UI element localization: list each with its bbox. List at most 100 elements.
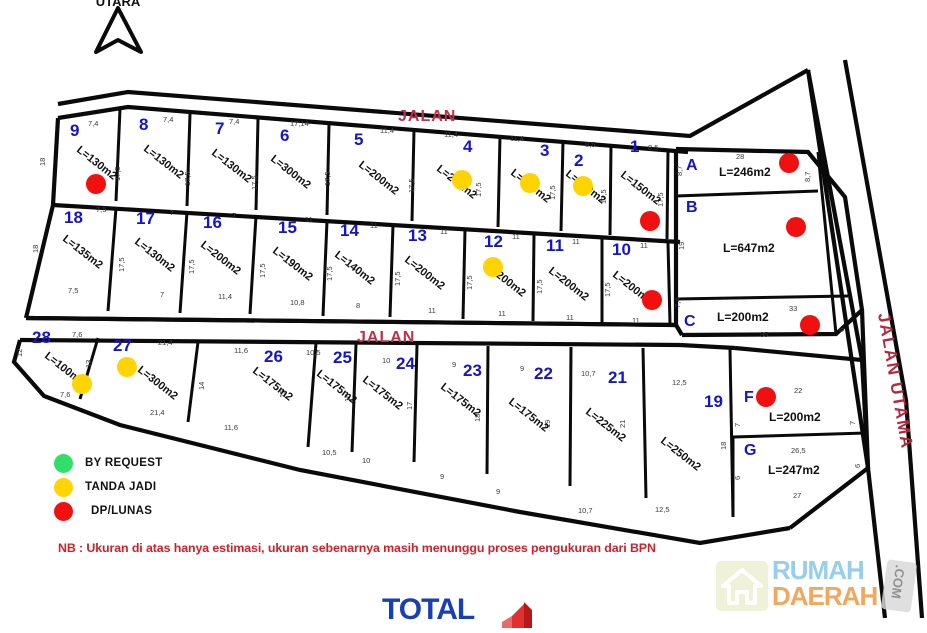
lot-7[interactable]: 7 7,4 17,5 L=130m2 (209, 117, 259, 190)
lot-12[interactable]: 12 11 17,5 11 L=200m2 (465, 232, 528, 318)
svg-text:L=135m2: L=135m2 (60, 233, 105, 272)
lot-9[interactable]: 9 7,4 18 17,5 L=130m2 (38, 119, 122, 194)
svg-text:8,5: 8,5 (585, 140, 595, 149)
lot-26[interactable]: 26 11,6 11,6 15 L=175m2 (224, 346, 295, 432)
svg-text:19: 19 (704, 392, 723, 411)
svg-text:18: 18 (64, 208, 83, 227)
svg-text:L=250m2: L=250m2 (658, 435, 703, 474)
svg-text:7,6: 7,6 (60, 390, 70, 399)
svg-text:15: 15 (278, 390, 287, 398)
svg-text:16: 16 (203, 213, 222, 232)
svg-text:L=647m2: L=647m2 (723, 241, 775, 255)
svg-text:11: 11 (546, 236, 564, 255)
lot-4[interactable]: 4 11,4 17,5 L=200m2 (434, 130, 483, 202)
status-dot-dp-lunas (86, 174, 106, 194)
watermark-text: RUMAH DAERAH (772, 557, 878, 609)
lot-3[interactable]: 3 11,4 17,5 L=200m2 (508, 134, 557, 206)
status-dot-tanda-jadi (117, 357, 137, 377)
lot-11[interactable]: 11 11 17,5 11 L=200m2 (535, 236, 591, 322)
lot-23[interactable]: 23 9 9 18 L=175m2 (438, 360, 483, 481)
svg-text:1: 1 (630, 137, 639, 156)
status-dot-dp-lunas (640, 211, 660, 231)
svg-text:4: 4 (463, 137, 473, 156)
svg-text:21: 21 (618, 420, 627, 428)
svg-text:17: 17 (136, 209, 155, 228)
lot-21[interactable]: 21 10,7 10,7 21 L=225m2 (578, 368, 628, 515)
svg-text:7: 7 (160, 290, 164, 299)
svg-text:10,7: 10,7 (581, 369, 596, 378)
lot-19[interactable]: 19 12,5 12,5 18 L=250m2 (655, 378, 728, 514)
svg-text:11: 11 (566, 313, 574, 322)
svg-text:L=300m2: L=300m2 (135, 364, 180, 403)
svg-text:13: 13 (408, 226, 427, 245)
status-dot-dp-lunas (800, 315, 820, 335)
svg-text:2: 2 (574, 151, 583, 170)
svg-text:11: 11 (498, 309, 506, 318)
lot-1[interactable]: 1 8,5 17,5 L=150m2 (618, 137, 665, 231)
lot-17[interactable]: 17 7 17,5 7 L=130m2 (117, 208, 177, 299)
svg-text:7: 7 (848, 421, 857, 425)
svg-text:17,5: 17,5 (407, 178, 416, 193)
svg-text:L=175m2: L=175m2 (360, 374, 405, 413)
brand-name: TOTAL (382, 593, 475, 626)
lot-B[interactable]: B 19 L=647m2 (677, 199, 806, 255)
site-plan-drawing: .blk{fill:none;stroke:#0a0a0a;} .b4{stro… (11, 0, 925, 618)
lot-G[interactable]: G 26,5 27 6 6 L=247m2 (733, 442, 862, 500)
svg-text:9: 9 (520, 364, 524, 373)
svg-text:L=175m2: L=175m2 (250, 365, 295, 404)
svg-text:8: 8 (356, 301, 360, 310)
lot-13[interactable]: 13 11 17,5 11 L=200m2 (393, 226, 448, 315)
status-dot-dp-lunas (642, 290, 662, 310)
lot-22[interactable]: 22 9 9 19 L=175m2 (496, 364, 553, 496)
svg-text:28: 28 (736, 152, 744, 161)
svg-text:21: 21 (608, 368, 627, 387)
svg-text:7,5: 7,5 (96, 205, 106, 214)
svg-text:10: 10 (382, 356, 390, 365)
svg-text:L=130m2: L=130m2 (132, 236, 177, 275)
svg-text:L=200m2: L=200m2 (546, 265, 591, 304)
svg-text:17,5: 17,5 (258, 263, 267, 278)
brand-logo: TOTAL (382, 595, 536, 628)
compass-label: UTARA (96, 0, 141, 9)
svg-text:11: 11 (512, 232, 520, 241)
svg-text:11: 11 (370, 221, 378, 230)
svg-text:17,5: 17,5 (656, 192, 665, 207)
lot-27[interactable]: 27 21,4 21,4 14 L=300m2 (113, 336, 206, 417)
svg-text:6: 6 (837, 328, 846, 332)
svg-text:12,5: 12,5 (672, 378, 687, 387)
legend-dot-dp-lunas (54, 501, 73, 521)
lot-C[interactable]: C 33 35 7,4 6 L=200m2 (673, 298, 846, 339)
svg-text:F: F (744, 389, 754, 406)
lot-16[interactable]: 16 7 17,5 11,4 L=200m2 (187, 211, 243, 301)
house-icon (716, 561, 768, 611)
svg-text:9: 9 (496, 487, 500, 496)
svg-text:17,5: 17,5 (187, 259, 196, 274)
svg-text:16: 16 (343, 394, 352, 402)
lot-2[interactable]: 2 8,5 17,5 L=150m2 (563, 140, 608, 207)
svg-text:8: 8 (139, 115, 148, 134)
lot-15[interactable]: 15 11 17,5 10,8 L=190m2 (258, 215, 315, 307)
svg-text:5: 5 (354, 130, 363, 149)
svg-text:7: 7 (733, 423, 742, 427)
lot-14[interactable]: 14 11 17,5 8 L=140m2 (325, 221, 378, 310)
svg-text:8,5: 8,5 (648, 143, 658, 152)
status-dot-tanda-jadi (573, 176, 593, 196)
lot-8[interactable]: 8 7,4 17,5 L=130m2 (139, 115, 192, 186)
lot-F[interactable]: F 22 7 7 L=200m2 (733, 386, 857, 427)
svg-text:7,5: 7,5 (68, 286, 78, 295)
svg-text:11: 11 (572, 237, 580, 246)
svg-text:26,5: 26,5 (791, 446, 806, 455)
lot-5[interactable]: 5 11,4 17,5 L=200m2 (354, 126, 416, 198)
lot-A[interactable]: A 28 8,7 8,7 L=246m2 (675, 152, 812, 182)
lot-6[interactable]: 6 17,14 17,5 L=300m2 (268, 119, 332, 192)
svg-text:17,5: 17,5 (393, 271, 402, 286)
status-dot-dp-lunas (786, 217, 806, 237)
lot-10[interactable]: 10 11 17,5 11 L=200m2 (603, 240, 662, 325)
svg-text:L=140m2: L=140m2 (332, 249, 377, 288)
svg-text:7,4: 7,4 (673, 298, 682, 308)
svg-text:L=190m2: L=190m2 (270, 245, 315, 284)
lot-24[interactable]: 24 10 10 17 L=175m2 (360, 354, 415, 465)
svg-text:L=130m2: L=130m2 (141, 143, 186, 182)
status-dot-dp-lunas (779, 153, 799, 173)
svg-text:17,5: 17,5 (474, 182, 483, 197)
